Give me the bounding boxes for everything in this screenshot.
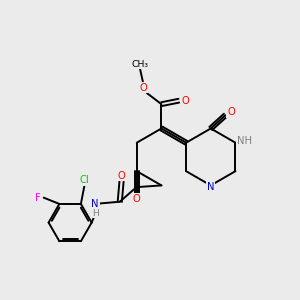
Text: O: O (181, 96, 189, 106)
Text: N: N (92, 199, 99, 209)
Text: NH: NH (237, 136, 252, 146)
Text: O: O (227, 107, 235, 117)
Text: O: O (140, 82, 147, 92)
Text: N: N (207, 182, 214, 192)
Text: F: F (34, 193, 40, 203)
Text: CH₃: CH₃ (131, 60, 148, 69)
Text: O: O (133, 194, 141, 204)
Text: O: O (118, 171, 125, 181)
Text: H: H (92, 209, 99, 218)
Text: Cl: Cl (80, 175, 89, 185)
